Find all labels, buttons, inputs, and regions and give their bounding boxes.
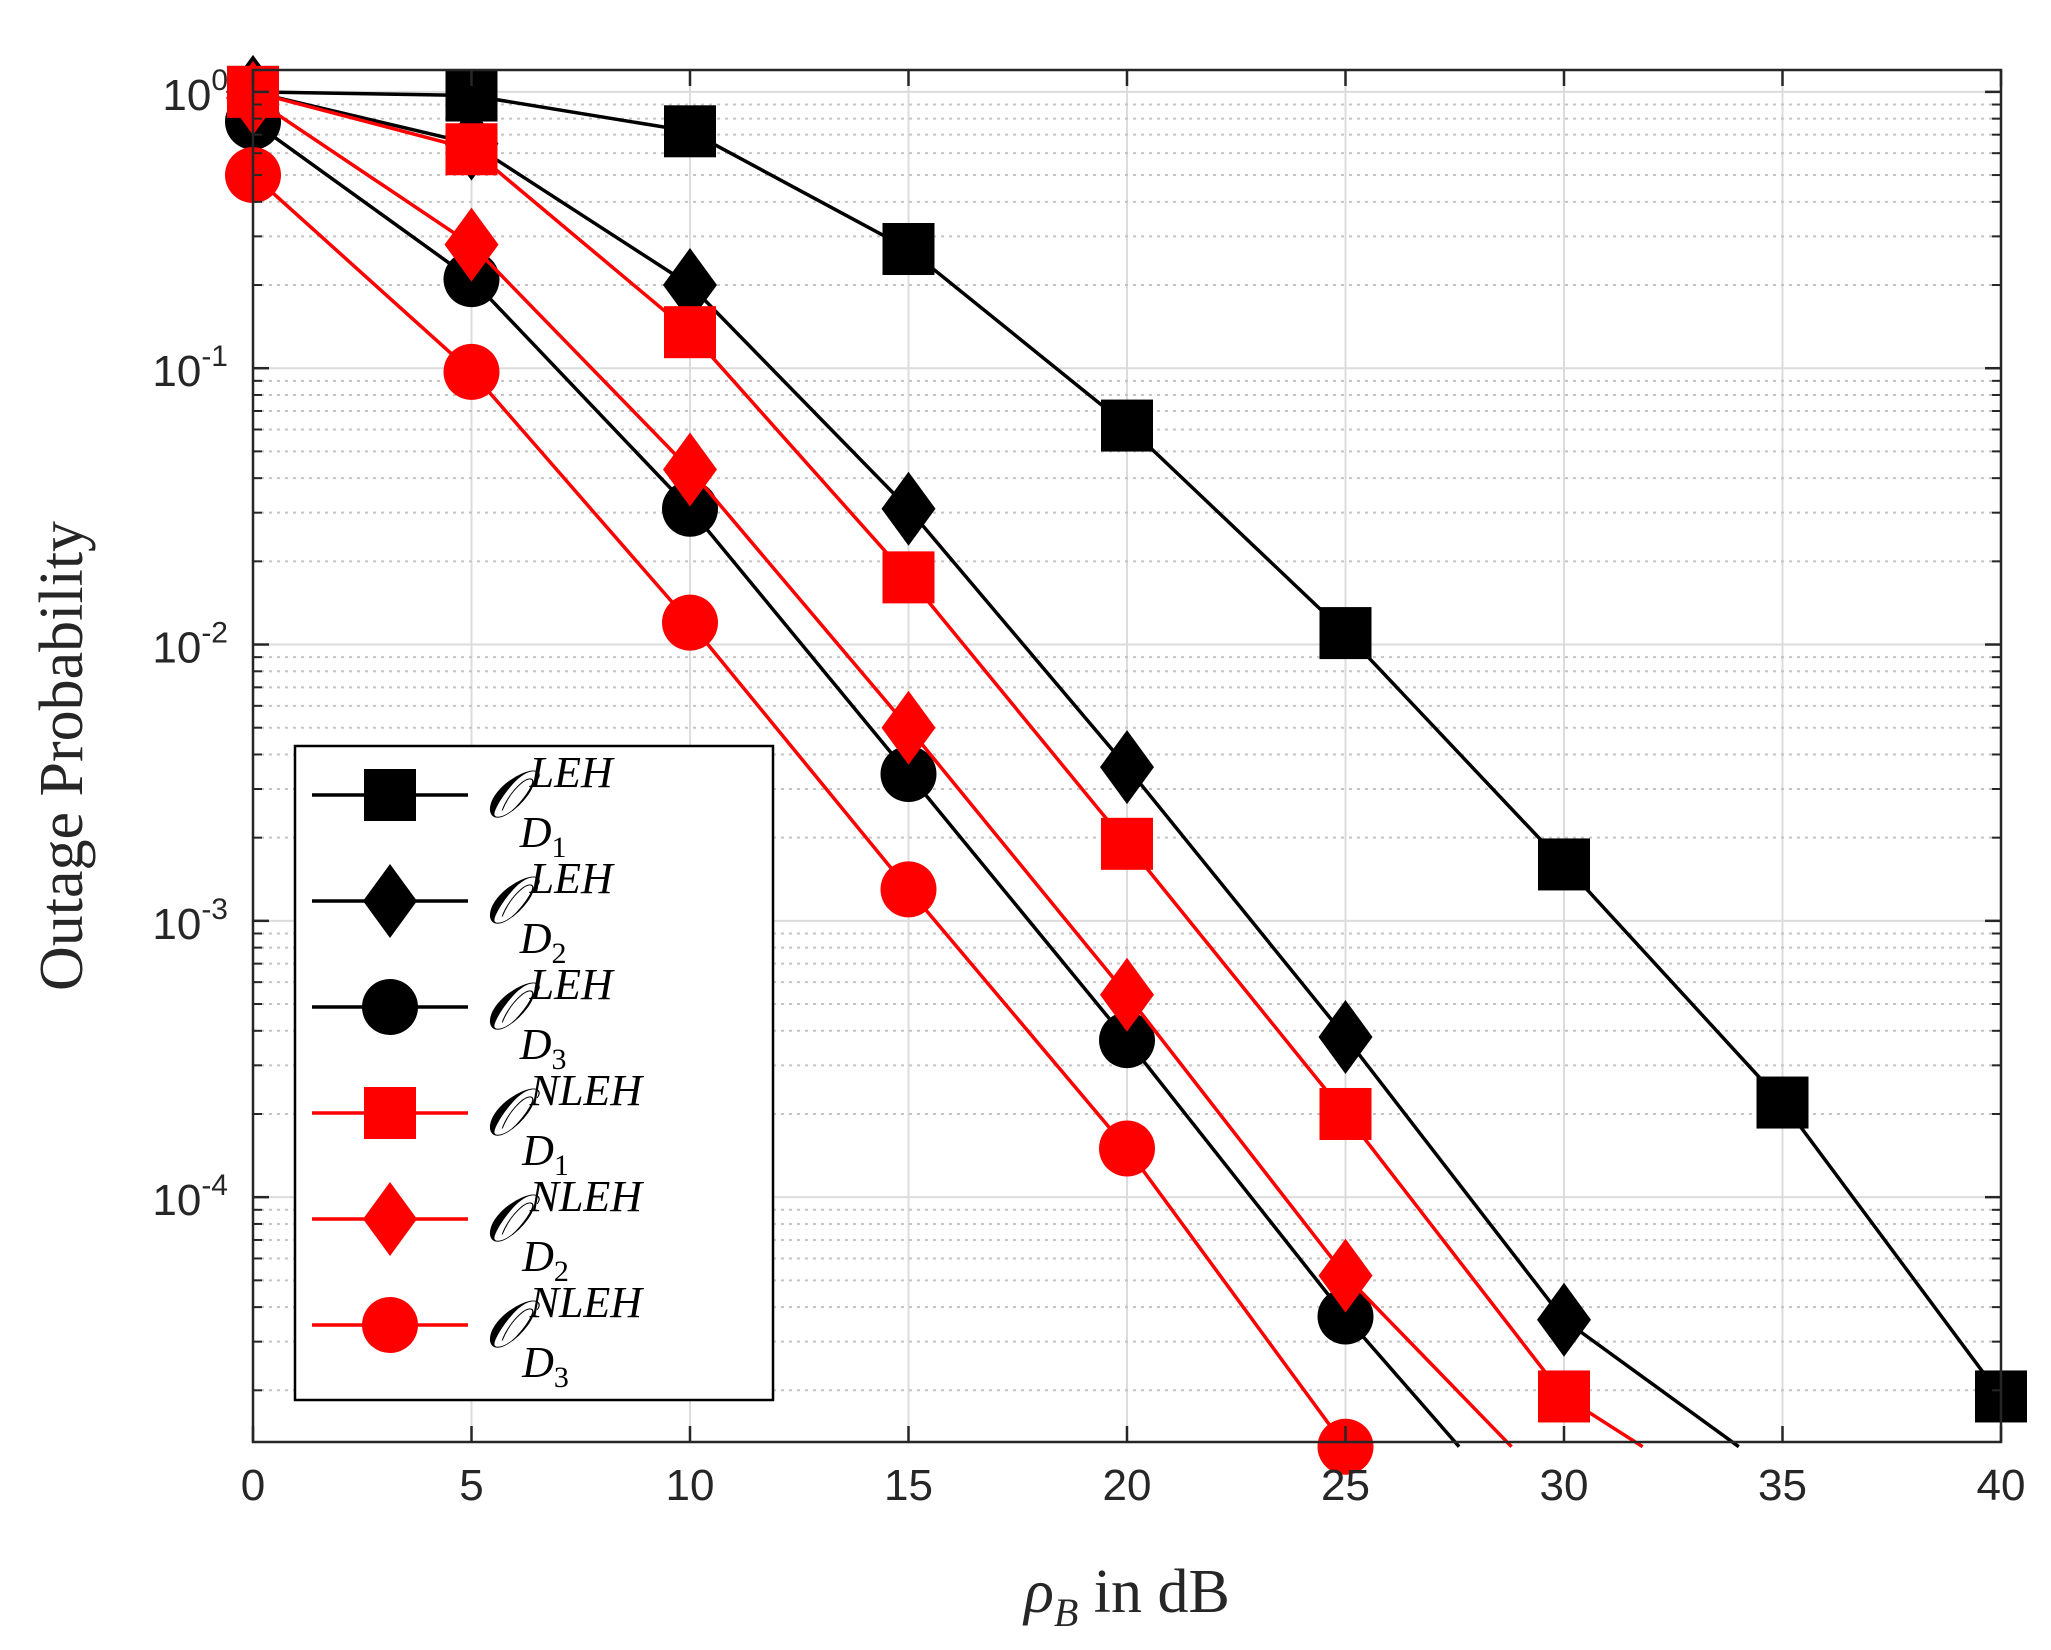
square-marker (1101, 399, 1153, 452)
series-5 (226, 61, 1513, 1448)
x-tick-label: 15 (884, 1461, 933, 1510)
diamond-marker (1100, 730, 1154, 805)
square-marker (364, 769, 416, 821)
diamond-marker (363, 864, 417, 938)
legend-label: 𝒪NLEH D2 (484, 1172, 644, 1288)
legend-label: 𝒪NLEH D1 (484, 1066, 644, 1182)
circle-marker (1317, 1288, 1374, 1345)
diamond-marker (1537, 1282, 1591, 1357)
x-tick-label: 10 (666, 1461, 715, 1510)
x-tick-label: 20 (1103, 1461, 1152, 1510)
diamond-marker (1318, 1238, 1373, 1313)
y-axis-title: Outage Probability (28, 521, 96, 991)
diamond-marker (363, 1182, 417, 1256)
series-line (251, 173, 1347, 1448)
x-tick-label: 25 (1321, 1461, 1370, 1510)
axis-ticks (251, 70, 2003, 1442)
legend-box (293, 744, 775, 1402)
y-tick-label: 10-2 (152, 617, 228, 673)
diamond-marker (444, 207, 499, 282)
circle-marker (662, 594, 718, 651)
circle-marker (880, 861, 937, 918)
circle-marker (662, 480, 718, 537)
diamond-marker (881, 690, 936, 765)
diamond-marker (1100, 957, 1154, 1032)
square-marker (1319, 1087, 1372, 1140)
circle-marker (443, 343, 500, 400)
circle-marker (362, 1297, 418, 1353)
y-tick-label: 100 (162, 64, 228, 120)
circle-marker (880, 745, 937, 802)
y-tick-labels: 100 10-1 10-2 10-3 10-4 (152, 64, 228, 1225)
series-line (252, 90, 1644, 1449)
x-tick-label: 0 (241, 1461, 265, 1510)
legend-label: 𝒪LEH D1 (484, 748, 615, 864)
diamond-marker (1318, 999, 1373, 1074)
series-line (252, 90, 1740, 1449)
grid (252, 70, 2002, 1442)
y-tick-label: 10-4 (152, 1169, 228, 1225)
square-marker (1101, 817, 1153, 870)
series-6 (225, 147, 1374, 1475)
x-tick-labels: 0 5 10 15 20 25 30 35 40 (241, 1461, 2026, 1510)
diamond-marker (881, 471, 936, 546)
legend-entry-1: 𝒪LEH D1 (312, 748, 615, 864)
legend-entry-6: 𝒪NLEH D3 (312, 1278, 644, 1394)
square-marker (364, 1087, 416, 1139)
circle-marker (1099, 1012, 1155, 1069)
square-marker (882, 223, 935, 276)
square-marker (1756, 1076, 1809, 1129)
circle-marker (1099, 1120, 1155, 1177)
square-marker (1538, 838, 1590, 891)
y-tick-label: 10-3 (152, 893, 228, 949)
diamond-marker (663, 432, 717, 507)
series-lines (225, 54, 2027, 1475)
square-marker (1319, 607, 1372, 660)
square-marker (1538, 1370, 1590, 1423)
x-tick-label: 30 (1540, 1461, 1589, 1510)
legend-label: 𝒪NLEH D3 (484, 1278, 644, 1394)
legend-label: 𝒪LEH D3 (484, 960, 615, 1076)
x-axis-title: ρB in dB (1022, 1558, 1230, 1635)
square-marker (664, 105, 716, 158)
legend-entry-3: 𝒪LEH D3 (312, 960, 615, 1076)
legend-label: 𝒪LEH D2 (484, 854, 615, 970)
x-tick-label: 5 (459, 1461, 483, 1510)
circle-marker (362, 979, 418, 1035)
circle-marker (1317, 1418, 1374, 1475)
legend-entry-2: 𝒪LEH D2 (312, 854, 615, 970)
square-marker (445, 123, 498, 176)
x-tick-label: 40 (1977, 1461, 2026, 1510)
diamond-marker (663, 248, 717, 323)
legend-entry-4: 𝒪NLEH D1 (312, 1066, 644, 1182)
square-marker (664, 306, 716, 359)
series-4 (227, 65, 1644, 1449)
y-tick-label: 10-1 (152, 340, 228, 396)
legend-entry-5: 𝒪NLEH D2 (312, 1172, 644, 1288)
x-tick-label: 35 (1758, 1461, 1807, 1510)
square-marker (882, 551, 935, 604)
